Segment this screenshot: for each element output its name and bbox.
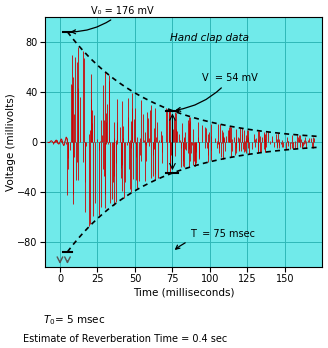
Y-axis label: Voltage (millivolts): Voltage (millivolts)	[6, 93, 15, 191]
Text: V₀ = 176 mV: V₀ = 176 mV	[72, 6, 154, 34]
Text: V  = 54 mV: V = 54 mV	[176, 73, 258, 111]
Text: $T_0$= 5 msec: $T_0$= 5 msec	[43, 313, 105, 327]
Text: Estimate of Reverberation Time = 0.4 sec: Estimate of Reverberation Time = 0.4 sec	[23, 334, 227, 344]
Text: T  = 75 msec: T = 75 msec	[176, 229, 256, 249]
Text: Hand clap data: Hand clap data	[171, 33, 250, 43]
X-axis label: Time (milliseconds): Time (milliseconds)	[133, 287, 235, 297]
